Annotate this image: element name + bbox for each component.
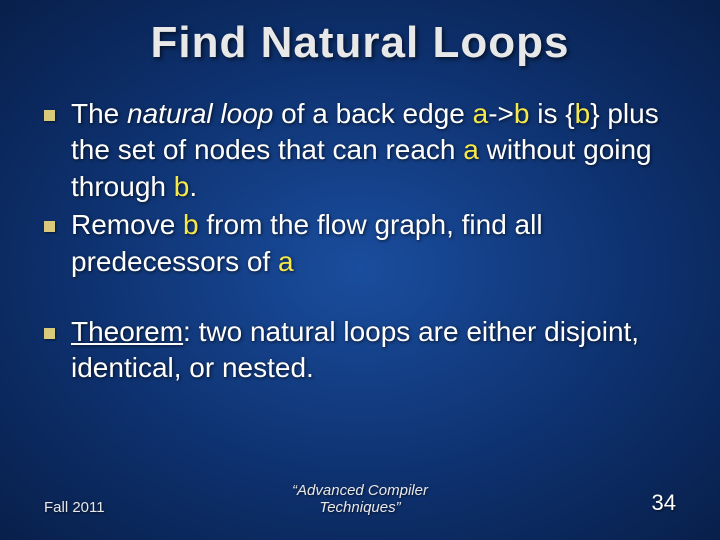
text-variable: b [575, 98, 591, 129]
text-variable: b [514, 98, 530, 129]
bullet-item: The natural loop of a back edge a->b is … [44, 96, 680, 205]
slide: Find Natural Loops The natural loop of a… [0, 0, 720, 540]
text-variable: b [183, 209, 199, 240]
text-variable: b [174, 171, 190, 202]
text-underline: Theorem [71, 316, 183, 347]
footer-course-title: “Advanced Compiler Techniques” [255, 482, 466, 516]
bullet-item: Theorem: two natural loops are either di… [44, 314, 680, 387]
bullet-square-icon [44, 328, 55, 339]
footer-page-number: 34 [465, 490, 676, 516]
text-run: -> [488, 98, 514, 129]
bullet-square-icon [44, 110, 55, 121]
bullet-text: Remove b from the flow graph, find all p… [71, 207, 680, 280]
bullet-text: The natural loop of a back edge a->b is … [71, 96, 680, 205]
bullet-square-icon [44, 221, 55, 232]
text-variable: a [278, 246, 294, 277]
bullet-text: Theorem: two natural loops are either di… [71, 314, 680, 387]
text-run: Remove [71, 209, 183, 240]
text-variable: a [463, 134, 479, 165]
text-emphasis: natural loop [127, 98, 273, 129]
bullet-item: Remove b from the flow graph, find all p… [44, 207, 680, 280]
bullet-group-2: Theorem: two natural loops are either di… [44, 314, 680, 387]
bullet-group-1: The natural loop of a back edge a->b is … [44, 96, 680, 280]
slide-footer: Fall 2011 “Advanced Compiler Techniques”… [40, 482, 680, 520]
text-run: of a back edge [273, 98, 472, 129]
text-variable: a [473, 98, 489, 129]
text-run: is { [529, 98, 574, 129]
slide-content: The natural loop of a back edge a->b is … [40, 96, 680, 482]
text-run: . [189, 171, 197, 202]
footer-date: Fall 2011 [44, 499, 255, 516]
text-run: The [71, 98, 127, 129]
slide-title: Find Natural Loops [40, 18, 680, 68]
